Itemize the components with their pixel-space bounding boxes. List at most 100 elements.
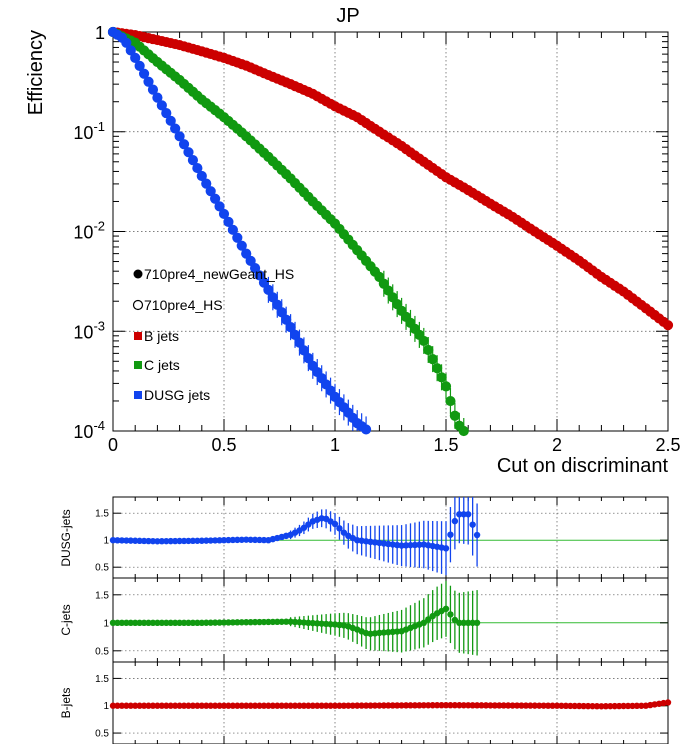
data-point — [211, 619, 219, 626]
data-point — [274, 618, 281, 626]
y-tick-label: 10-3 — [73, 318, 105, 342]
data-point — [109, 619, 117, 626]
data-point — [607, 702, 614, 710]
legend-label: B jets — [144, 328, 179, 344]
data-point — [171, 702, 179, 709]
data-point — [185, 537, 192, 545]
data-point — [442, 545, 450, 552]
data-point — [229, 619, 237, 626]
data-point — [149, 537, 157, 545]
data-point — [236, 240, 247, 251]
data-point — [440, 381, 452, 392]
data-point — [322, 702, 330, 709]
data-point — [432, 363, 442, 373]
data-point — [445, 396, 456, 406]
data-point — [216, 537, 223, 544]
data-point — [205, 186, 216, 197]
data-point — [259, 278, 269, 288]
data-point — [127, 702, 134, 709]
y-tick-label: 0.5 — [95, 646, 109, 657]
data-point — [487, 702, 494, 709]
data-point — [416, 702, 423, 709]
data-point — [303, 353, 313, 363]
data-point — [633, 702, 641, 710]
legend-label: 710pre4_newGeant_HS — [144, 266, 294, 282]
data-point — [504, 702, 512, 709]
data-point — [147, 84, 159, 95]
data-point — [225, 702, 232, 709]
data-point — [201, 178, 211, 189]
data-point — [234, 619, 241, 626]
data-point — [218, 208, 230, 220]
data-point — [163, 619, 170, 626]
data-point — [232, 233, 242, 243]
data-point — [136, 619, 143, 626]
data-point — [269, 702, 277, 709]
data-point — [114, 702, 121, 709]
data-point — [135, 61, 145, 71]
data-point — [380, 702, 388, 709]
data-point — [354, 702, 361, 709]
data-point — [149, 619, 157, 626]
data-point — [203, 537, 210, 544]
data-point — [243, 702, 250, 709]
data-point — [602, 703, 610, 710]
data-point — [491, 702, 499, 709]
data-point — [243, 536, 250, 543]
data-point — [340, 529, 348, 536]
data-point — [206, 186, 216, 196]
data-point — [522, 702, 530, 709]
data-point — [527, 702, 534, 709]
data-point — [118, 537, 126, 544]
data-point — [278, 618, 285, 625]
data-point — [290, 330, 300, 340]
data-point — [143, 76, 154, 87]
ratio-label-c: C-jets — [59, 604, 73, 635]
data-point — [207, 537, 214, 544]
data-point — [300, 524, 308, 531]
data-point — [183, 147, 194, 158]
data-point — [157, 100, 167, 110]
data-point — [571, 702, 578, 710]
legend-marker — [134, 361, 142, 369]
data-point — [260, 536, 268, 544]
data-point — [140, 537, 148, 545]
data-point — [456, 511, 463, 518]
data-point — [256, 702, 263, 709]
data-point — [228, 225, 238, 235]
data-point — [194, 702, 201, 709]
data-point — [473, 531, 481, 539]
data-point — [211, 702, 219, 709]
y-tick-label: 10-4 — [73, 418, 105, 442]
data-point — [163, 537, 170, 545]
data-point — [540, 702, 547, 709]
ratio-series — [109, 497, 481, 576]
data-point — [170, 123, 180, 134]
ratio-panel-b-jets: 0.5 1 1.5 — [95, 661, 672, 744]
data-point — [663, 320, 673, 330]
data-point — [254, 270, 265, 280]
data-point — [238, 536, 245, 543]
data-point — [420, 619, 427, 626]
data-point — [458, 425, 469, 437]
data-point — [210, 193, 221, 204]
data-point — [145, 702, 152, 709]
data-point — [207, 702, 214, 709]
data-point — [447, 702, 454, 709]
data-point — [620, 702, 627, 710]
data-point — [187, 155, 199, 166]
data-point — [243, 619, 250, 626]
data-point — [362, 702, 370, 709]
data-point — [567, 702, 574, 710]
data-point — [189, 702, 197, 709]
data-point — [176, 537, 183, 545]
data-point — [229, 702, 237, 709]
series-dusg-jets — [107, 26, 372, 435]
data-point — [127, 537, 134, 544]
data-point — [513, 702, 521, 709]
data-point — [268, 292, 278, 302]
data-point — [549, 702, 556, 709]
data-point — [249, 263, 261, 274]
data-point — [425, 616, 432, 623]
legend-marker — [134, 391, 142, 399]
